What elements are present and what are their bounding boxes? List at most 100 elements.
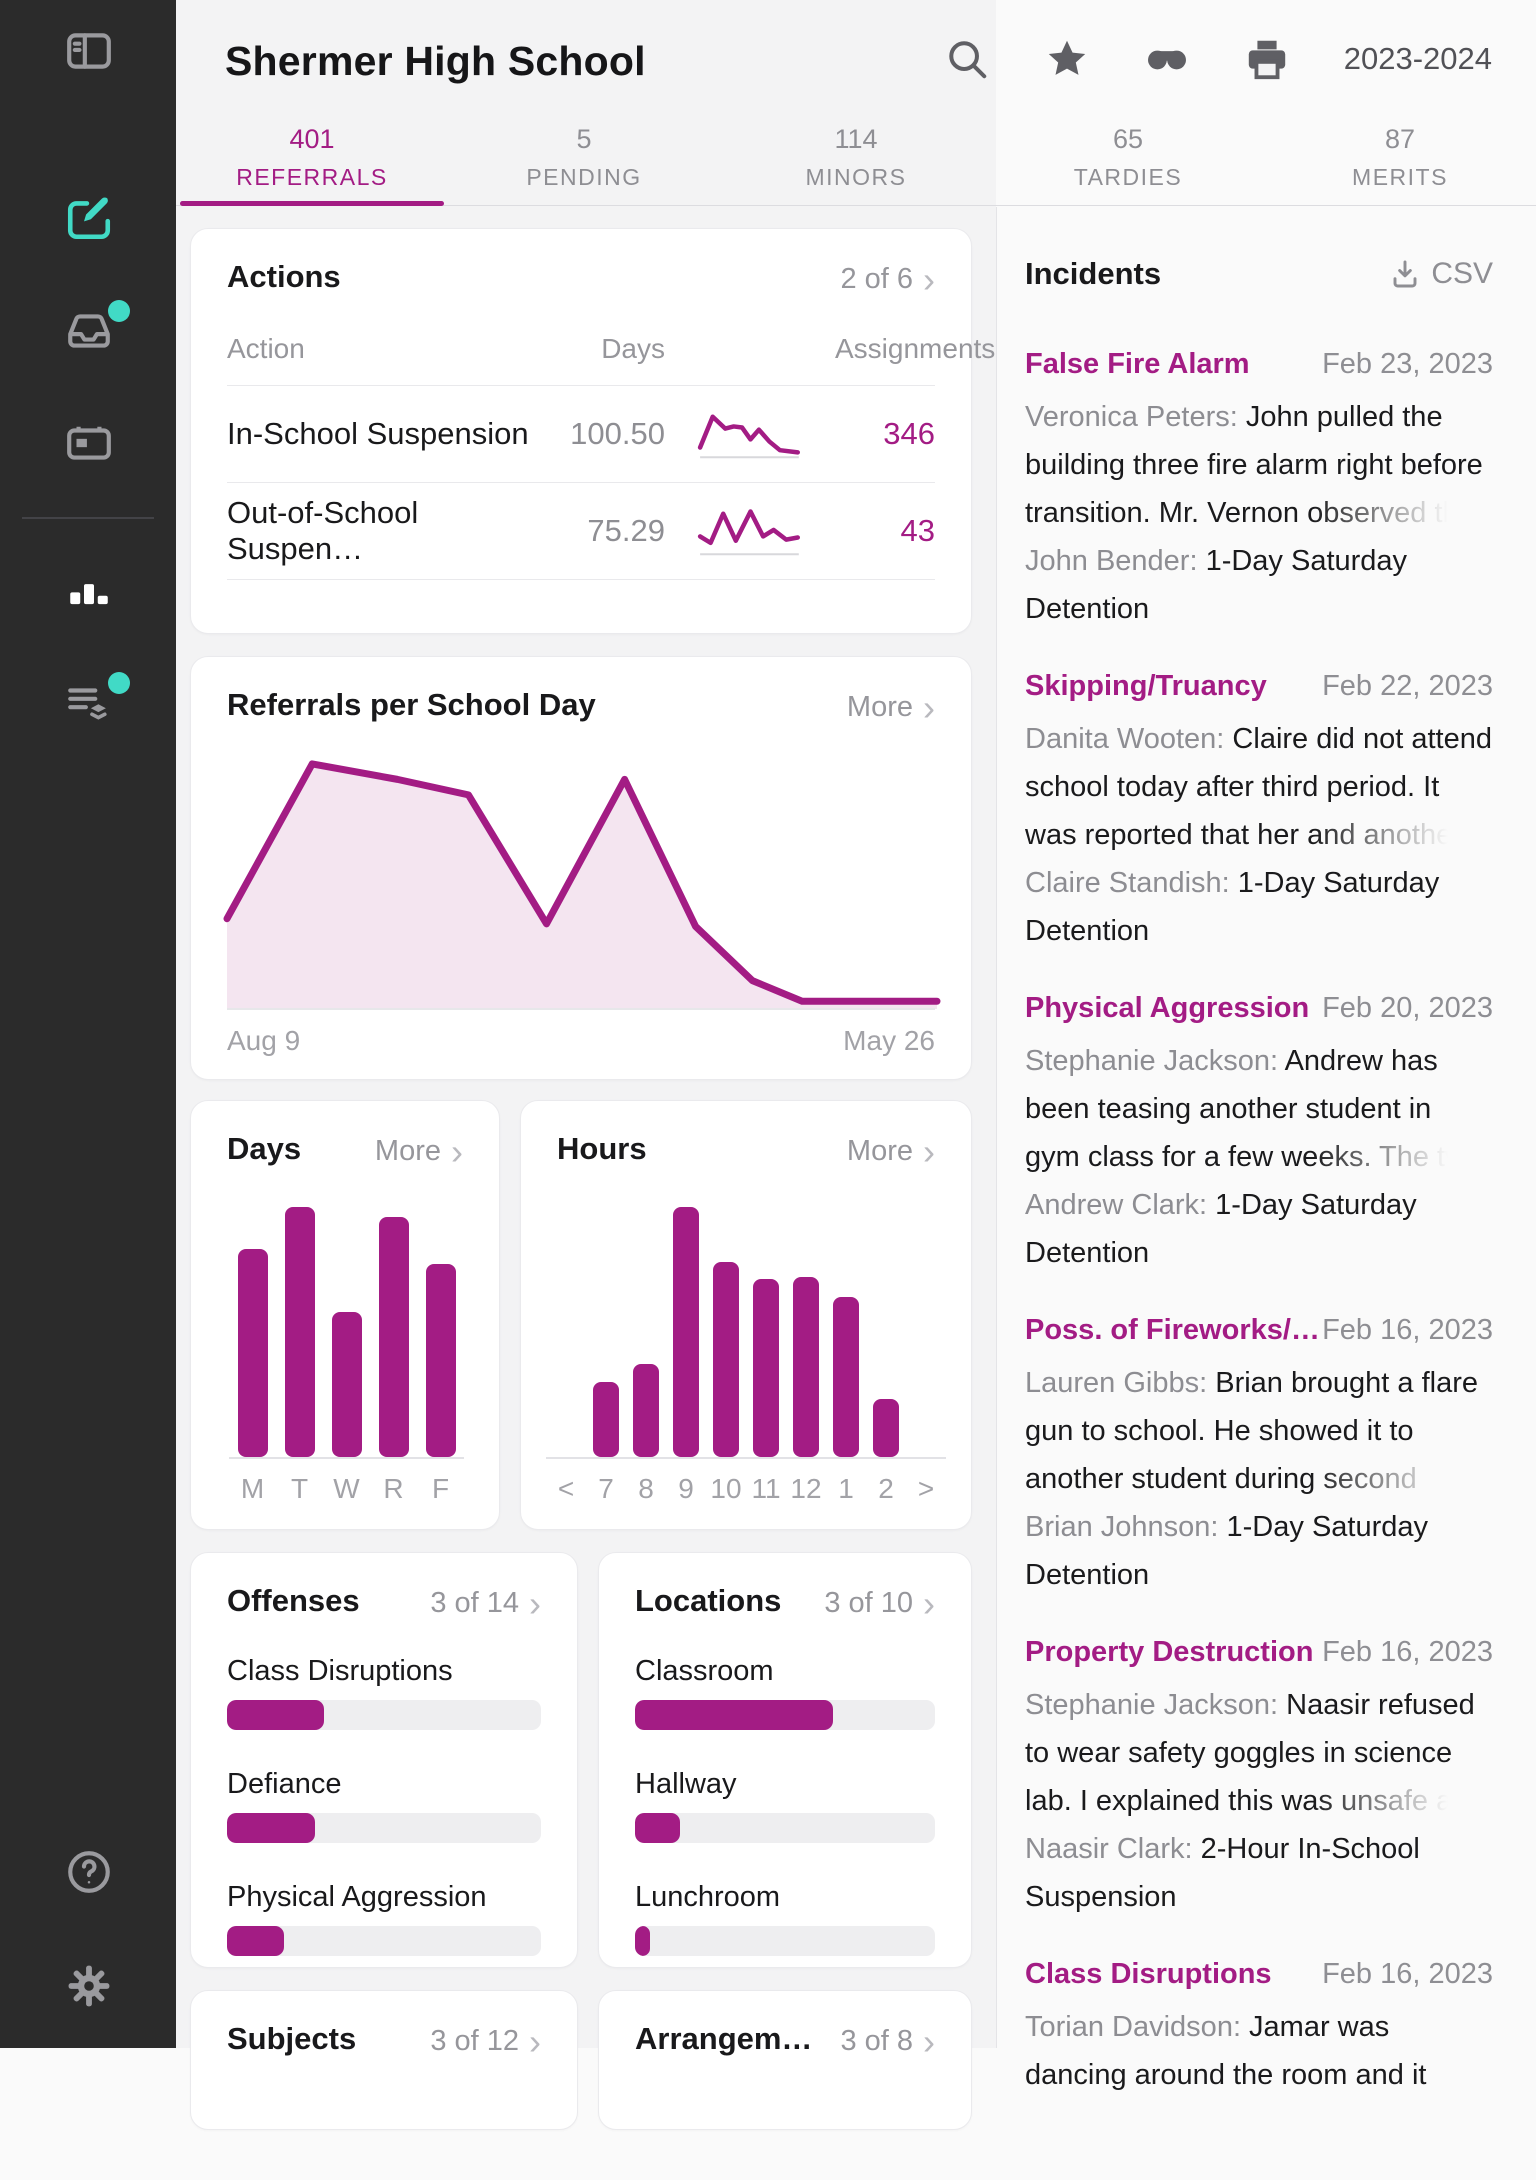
incident-item[interactable]: False Fire Alarm Feb 23, 2023 Veronica Pet… xyxy=(1025,344,1493,633)
sidebar-toggle-icon[interactable] xyxy=(64,26,114,76)
arrangements-card: Arrangem… 3 of 8 › xyxy=(598,1990,972,2130)
print-icon[interactable] xyxy=(1244,36,1290,82)
incident-consequence: Brian Johnson: 1-Day Saturday Detention xyxy=(1025,1511,1429,1591)
axis-label: R xyxy=(383,1473,404,1504)
offenses-pager-button[interactable]: 3 of 14 › xyxy=(430,1582,541,1624)
hours-more-button[interactable]: More › xyxy=(846,1130,935,1172)
incident-description: Veronica Peters: John pulled the buildin… xyxy=(1025,393,1493,537)
incident-reporter: Lauren Gibbs: xyxy=(1025,1367,1208,1399)
locations-pager-button[interactable]: 3 of 10 › xyxy=(824,1582,935,1624)
incident-description: Stephanie Jackson: Naasir refused to wea… xyxy=(1025,1681,1493,1825)
tab-count: 114 xyxy=(834,124,878,154)
incident-student: John Bender: xyxy=(1025,545,1198,577)
tab-count: 65 xyxy=(1112,124,1144,154)
calendar-icon[interactable] xyxy=(64,418,114,468)
bar-slot xyxy=(706,1262,746,1457)
incident-item[interactable]: Poss. of Fireworks/… Feb 16, 2023 Lauren G… xyxy=(1025,1310,1493,1599)
school-year-selector[interactable]: 2023-2024 xyxy=(1343,41,1492,76)
bar-slot xyxy=(666,1207,706,1457)
tab-minors[interactable]: 114 MINORS xyxy=(720,110,992,205)
chevron-right-icon: › xyxy=(923,258,935,300)
incident-student: Brian Johnson: xyxy=(1025,1511,1219,1543)
incident-type-link[interactable]: Property Destruction xyxy=(1025,1636,1314,1668)
incident-head: Poss. of Fireworks/… Feb 16, 2023 xyxy=(1025,1310,1493,1350)
header-actions: 2023-2024 xyxy=(944,36,1492,82)
next-page-arrow[interactable]: > xyxy=(917,1473,935,1504)
tasks-icon[interactable] xyxy=(64,678,114,728)
incident-type-link[interactable]: Class Disruptions xyxy=(1025,1958,1272,1990)
offense-row[interactable]: Defiance xyxy=(227,1768,541,1843)
actions-pager-button[interactable]: 2 of 6 › xyxy=(840,258,935,300)
hours-bar-chart: <7 8 9 10 11 12 1 2 > xyxy=(546,1207,946,1505)
bar xyxy=(237,1249,268,1457)
axis-label: 7 xyxy=(598,1473,614,1504)
days-more-button[interactable]: More › xyxy=(374,1130,463,1172)
progress-track xyxy=(635,1700,935,1730)
app-header: Shermer High School 2023-2024 xyxy=(176,0,1536,110)
location-row[interactable]: Classroom xyxy=(635,1655,935,1730)
offense-row[interactable]: Class Disruptions xyxy=(227,1655,541,1730)
bar xyxy=(284,1207,315,1457)
incident-description: Lauren Gibbs: Brian brought a flare gun … xyxy=(1025,1359,1493,1503)
prev-page-arrow[interactable]: < xyxy=(557,1473,575,1504)
axis-labels: <7 8 9 10 11 12 1 2 > xyxy=(546,1473,946,1505)
mask-icon[interactable] xyxy=(1144,36,1190,82)
compose-referral-icon[interactable] xyxy=(64,193,114,243)
tab-tardies[interactable]: 65 TARDIES xyxy=(992,110,1264,205)
incident-student: Andrew Clark: xyxy=(1025,1189,1208,1221)
help-icon[interactable] xyxy=(64,1847,114,1897)
bar xyxy=(378,1217,409,1457)
location-row[interactable]: Lunchroom xyxy=(635,1881,935,1956)
incident-item[interactable]: Property Destruction Feb 16, 2023 Stephani… xyxy=(1025,1632,1493,1921)
incident-list: False Fire Alarm Feb 23, 2023 Veronica Pet… xyxy=(1025,344,1493,2180)
locations-card: Locations 3 of 10 › Classroom Hallway Lunch… xyxy=(598,1552,972,1968)
incident-date: Feb 16, 2023 xyxy=(1322,1636,1493,1668)
progress-track xyxy=(227,1926,541,1956)
incident-type-link[interactable]: Poss. of Fireworks/… xyxy=(1025,1314,1320,1346)
search-icon[interactable] xyxy=(944,36,990,82)
incident-date: Feb 16, 2023 xyxy=(1322,1958,1493,1990)
settings-gear-icon[interactable] xyxy=(64,1961,114,2011)
incident-type-link[interactable]: Skipping/Truancy xyxy=(1025,670,1267,702)
sidebar xyxy=(0,0,176,2048)
referrals-more-button[interactable]: More › xyxy=(846,686,935,728)
incident-description: Torian Davidson: Jamar was dancing aroun… xyxy=(1025,2003,1493,2147)
progress-track xyxy=(227,1813,541,1843)
progress-fill xyxy=(635,1926,650,1956)
x-axis-line xyxy=(229,1457,464,1459)
action-row[interactable]: Out-of-School Suspen… 75.29 43 xyxy=(227,483,935,580)
axis-label: 12 xyxy=(790,1473,822,1504)
incident-student: Claire Standish: xyxy=(1025,867,1230,899)
star-icon[interactable] xyxy=(1044,36,1090,82)
inbox-tray-icon[interactable] xyxy=(64,306,114,356)
tab-referrals[interactable]: 401 REFERRALS xyxy=(176,110,448,206)
tab-label: TARDIES xyxy=(1073,164,1183,190)
tab-pending[interactable]: 5 PENDING xyxy=(448,110,720,205)
axis-label: 8 xyxy=(638,1473,654,1504)
tab-merits[interactable]: 87 MERITS xyxy=(1264,110,1536,205)
action-row[interactable]: In-School Suspension 100.50 346 xyxy=(227,386,935,483)
incident-item[interactable]: Skipping/Truancy Feb 22, 2023 Danita Woote… xyxy=(1025,666,1493,955)
days-card-title: Days xyxy=(227,1131,302,1166)
incident-type-link[interactable]: False Fire Alarm xyxy=(1025,348,1250,380)
bar xyxy=(713,1262,739,1457)
analytics-icon[interactable] xyxy=(64,567,114,617)
offenses-card: Offenses 3 of 14 › Class Disruptions Defia… xyxy=(190,1552,578,1968)
incident-item[interactable]: Physical Aggression Feb 20, 2023 Stephanie… xyxy=(1025,988,1493,1277)
progress-fill xyxy=(227,1700,325,1730)
arrangements-pager-button[interactable]: 3 of 8 › xyxy=(840,2020,935,2062)
hours-card: Hours More › <7 8 9 10 11 12 1 2 > xyxy=(520,1100,972,1530)
subjects-pager-button[interactable]: 3 of 12 › xyxy=(430,2020,541,2062)
actions-card-title: Actions xyxy=(227,259,341,294)
location-row[interactable]: Hallway xyxy=(635,1768,935,1843)
actions-card: Actions 2 of 6 › Action Days Assignments … xyxy=(190,228,995,634)
incident-student: Naasir Clark: xyxy=(1025,1833,1193,1865)
axis-label: F xyxy=(431,1473,450,1504)
incident-item[interactable]: Class Disruptions Feb 16, 2023 Torian Davi… xyxy=(1025,1954,1493,2147)
csv-export-button[interactable]: CSV xyxy=(1389,257,1493,291)
chevron-right-icon: › xyxy=(923,1130,935,1172)
incident-type-link[interactable]: Physical Aggression xyxy=(1025,992,1310,1024)
bar xyxy=(331,1312,362,1457)
offense-row[interactable]: Physical Aggression xyxy=(227,1881,541,1956)
